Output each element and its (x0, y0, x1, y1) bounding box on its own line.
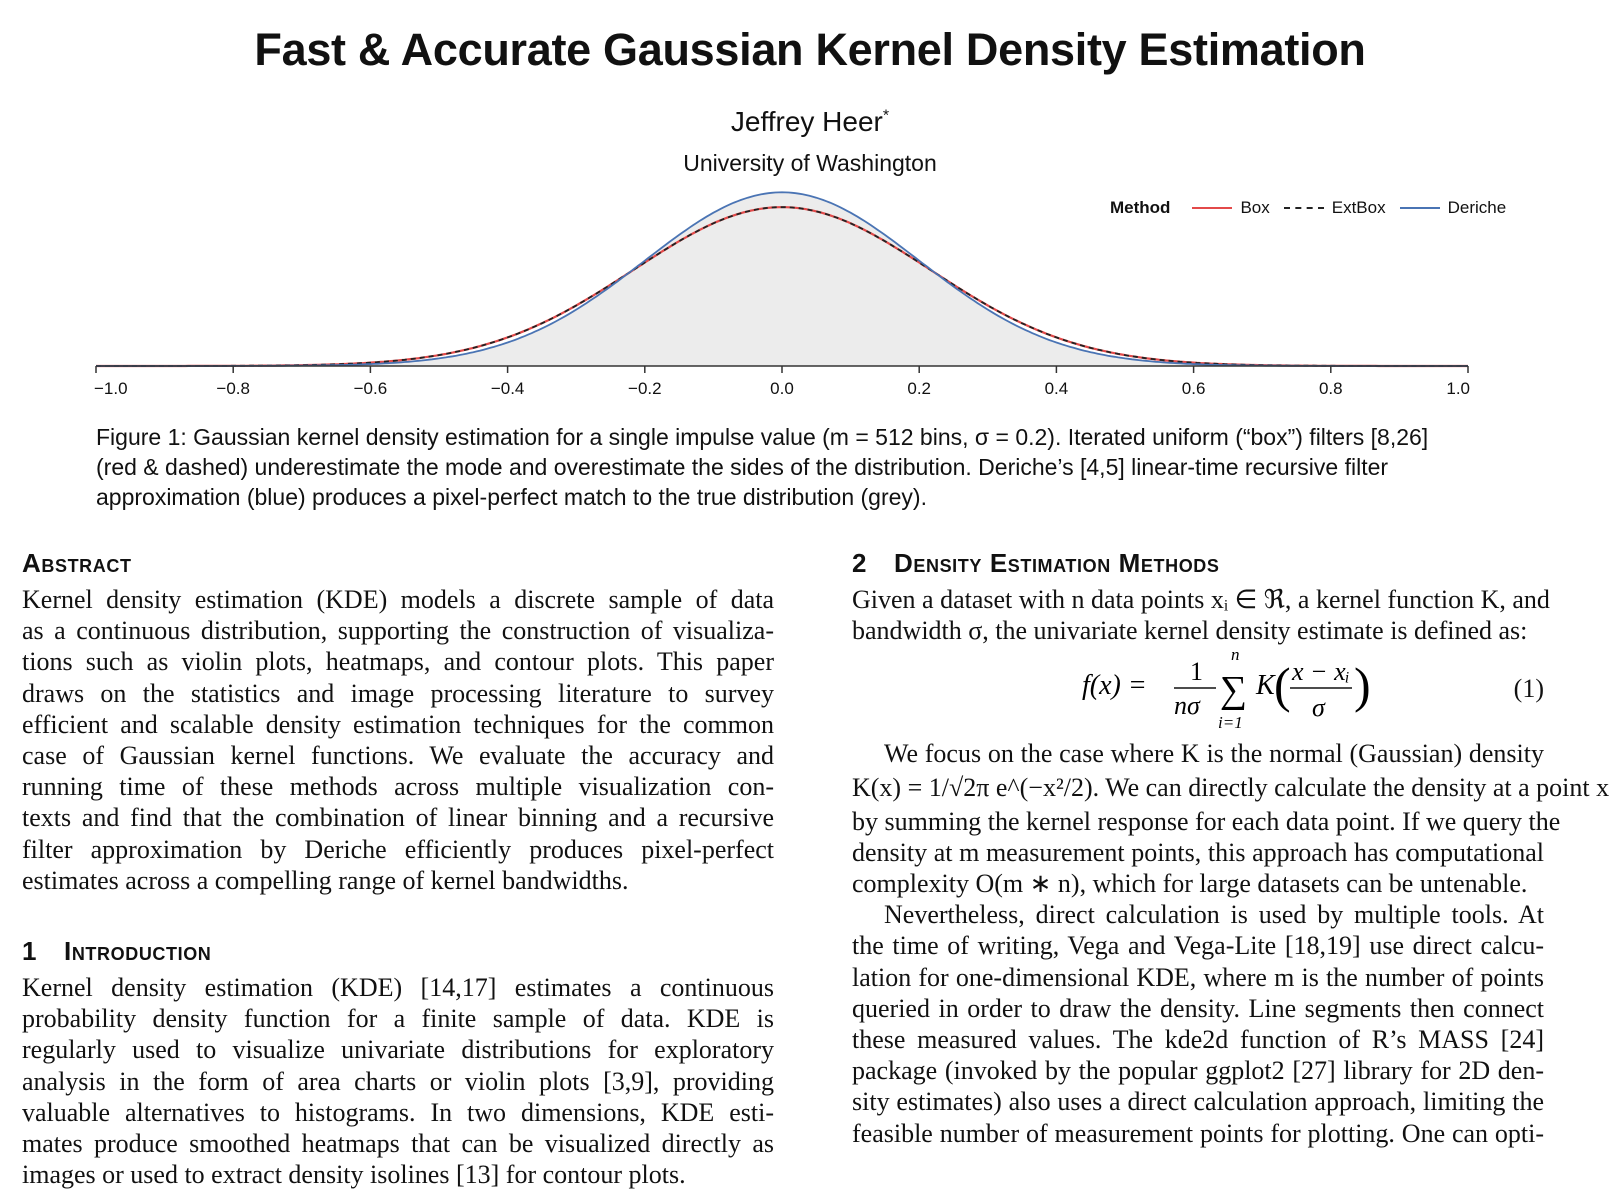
text-line: queried in order to draw the density. Li… (852, 993, 1544, 1023)
text-line: package (invoked by the popular ggplot2 … (852, 1056, 1544, 1086)
text-line: regularly used to visualize univariate d… (22, 1035, 774, 1065)
text-line: running time of these methods across mul… (22, 772, 774, 802)
text-line: analysis in the form of area charts or v… (22, 1066, 774, 1096)
legend-label-extbox: ExtBox (1331, 198, 1386, 217)
legend-label-deriche: Deriche (1447, 198, 1507, 217)
text-line: the time of writing, Vega and Vega-Lite … (852, 931, 1544, 961)
text-line: mates produce smoothed heatmaps that can… (22, 1129, 774, 1159)
author-affiliation: University of Washington (683, 150, 937, 176)
text-line: draws on the statistics and image proces… (22, 678, 774, 708)
kde-figure: −1.0 −0.8 −0.6 −0.4 −0.2 0.0 0.2 0.4 0.6 0.8 1.0 (94, 191, 1470, 398)
methods-paragraph-1: We focus on the case where K is the norm… (852, 738, 1610, 899)
caption-line: Figure 1: Gaussian kernel density estima… (96, 424, 1429, 450)
x-tick-label: 0.8 (1319, 379, 1343, 398)
caption-line: (red & dashed) underestimate the mode an… (96, 454, 1389, 480)
x-tick-label: 0.6 (1182, 379, 1206, 398)
figure-caption: Figure 1: Gaussian kernel density estima… (96, 422, 1536, 512)
eq-paren-right: ) (1354, 657, 1371, 713)
legend-title: Method (1110, 198, 1171, 217)
x-tick-label: 1.0 (1446, 379, 1470, 398)
equation-formula: f(x) = 1 nσ n ∑ i=1 K ( x − xᵢ σ ) (1082, 646, 1371, 732)
eq-sum-top: n (1231, 646, 1240, 664)
methods-intro-paragraph: Given a dataset with n data points xᵢ ∈ … (852, 584, 1550, 646)
eq-frac-den: nσ (1174, 691, 1201, 720)
author-name-text: Jeffrey Heer (730, 106, 883, 137)
eq-kernel: K (1255, 670, 1276, 701)
text-line: tions such as violin plots, heatmaps, an… (22, 647, 774, 677)
eq-arg-den: σ (1312, 693, 1326, 722)
x-tick-label: −0.2 (628, 379, 662, 398)
section-number: 1 (22, 936, 38, 967)
text-line: images or used to extract density isolin… (22, 1160, 686, 1190)
eq-paren-left: ( (1274, 657, 1291, 713)
text-line: case of Gaussian kernel functions. We ev… (22, 741, 774, 771)
legend-label-box: Box (1240, 198, 1270, 217)
text-line: We focus on the case where K is the norm… (884, 739, 1544, 769)
text-line: these measured values. The kde2d functio… (852, 1025, 1544, 1055)
section-number: 2 (852, 548, 868, 578)
x-tick-label: −0.8 (216, 379, 250, 398)
legend-item-extbox: ExtBox (1283, 198, 1386, 218)
x-tick-label: 0.0 (770, 379, 794, 398)
abstract-paragraph: Kernel density estimation (KDE) models a… (22, 584, 774, 896)
text-line: Kernel density estimation (KDE) [14,17] … (22, 973, 774, 1003)
section-title: Density Estimation Methods (894, 548, 1220, 578)
introduction-heading: 1 Introduction (22, 936, 774, 970)
caption-line: approximation (blue) produces a pixel-pe… (96, 484, 927, 510)
author-name: Jeffrey Heer* (0, 106, 1620, 138)
legend-swatch-extbox (1283, 207, 1324, 209)
text-line: filter approximation by Deriche efficien… (22, 834, 774, 864)
text-line: estimates across a compelling range of k… (22, 865, 629, 895)
right-column: 2 Density Estimation Methods Given a data… (852, 548, 1610, 1149)
x-tick-label: −1.0 (94, 379, 128, 398)
author-footnote-mark: * (882, 107, 890, 125)
x-tick-label: −0.6 (354, 379, 388, 398)
text-line: efficient and scalable density estimatio… (22, 709, 774, 739)
text-line: Kernel density estimation (KDE) models a… (22, 585, 774, 614)
methods-paragraph-2: Nevertheless, direct calculation is used… (852, 899, 1544, 1149)
legend-item-deriche: Deriche (1399, 198, 1507, 218)
abstract-heading: Abstract (22, 548, 132, 578)
text-line: Nevertheless, direct calculation is used… (884, 900, 1544, 930)
text-line: sity estimates) also uses a direct calcu… (852, 1087, 1544, 1117)
eq-frac-num: 1 (1190, 657, 1203, 686)
legend-item-box: Box (1192, 198, 1270, 218)
equation-1: f(x) = 1 nσ n ∑ i=1 K ( x − xᵢ σ ) (1) (852, 646, 1544, 738)
text-line: density at m measurement points, this ap… (852, 837, 1544, 867)
text-line: lation for one-dimensional KDE, where m … (852, 962, 1544, 992)
text-line: valuable alternatives to histograms. In … (22, 1097, 774, 1127)
methods-heading: 2 Density Estimation Methods (852, 548, 1544, 582)
section-title: Introduction (64, 936, 212, 967)
eq-sum-sign: ∑ (1220, 669, 1247, 711)
text-line: feasible number of measurement points fo… (852, 1118, 1544, 1148)
text-line: probability density function for a finit… (22, 1004, 774, 1034)
x-tick-label: 0.4 (1045, 379, 1069, 398)
text-line: as a continuous distribution, supporting… (22, 616, 774, 646)
x-tick-label: 0.2 (907, 379, 931, 398)
text-line: by summing the kernel response for each … (852, 806, 1561, 836)
text-line: complexity O(m ∗ n), which for large dat… (852, 869, 1528, 899)
left-column: Abstract Kernel density estimation (KDE)… (22, 548, 774, 1190)
paper-title: Fast & Accurate Gaussian Kernel Density … (254, 24, 1366, 75)
text-line: bandwidth σ, the univariate kernel densi… (852, 616, 1528, 646)
text-line: Given a dataset with n data points xᵢ ∈ … (852, 585, 1550, 614)
eq-arg-num: x − xᵢ (1291, 657, 1350, 686)
x-axis-ticks: −1.0 −0.8 −0.6 −0.4 −0.2 0.0 0.2 0.4 0.6 0.8 1.0 (94, 366, 1470, 398)
introduction-paragraph: Kernel density estimation (KDE) [14,17] … (22, 972, 774, 1190)
eq-lhs: f(x) = (1082, 670, 1147, 701)
equation-number: (1) (1513, 674, 1544, 704)
text-line: K(x) = 1/√2π e^(−x²/2). We can directly … (852, 772, 1610, 802)
text-line: texts and find that the combination of l… (22, 803, 774, 833)
legend-swatch-box (1192, 207, 1233, 209)
chart-legend: Method Box ExtBox Deriche (1110, 196, 1520, 220)
eq-sum-bottom: i=1 (1218, 713, 1243, 732)
legend-swatch-deriche (1399, 207, 1440, 209)
x-tick-label: −0.4 (491, 379, 525, 398)
